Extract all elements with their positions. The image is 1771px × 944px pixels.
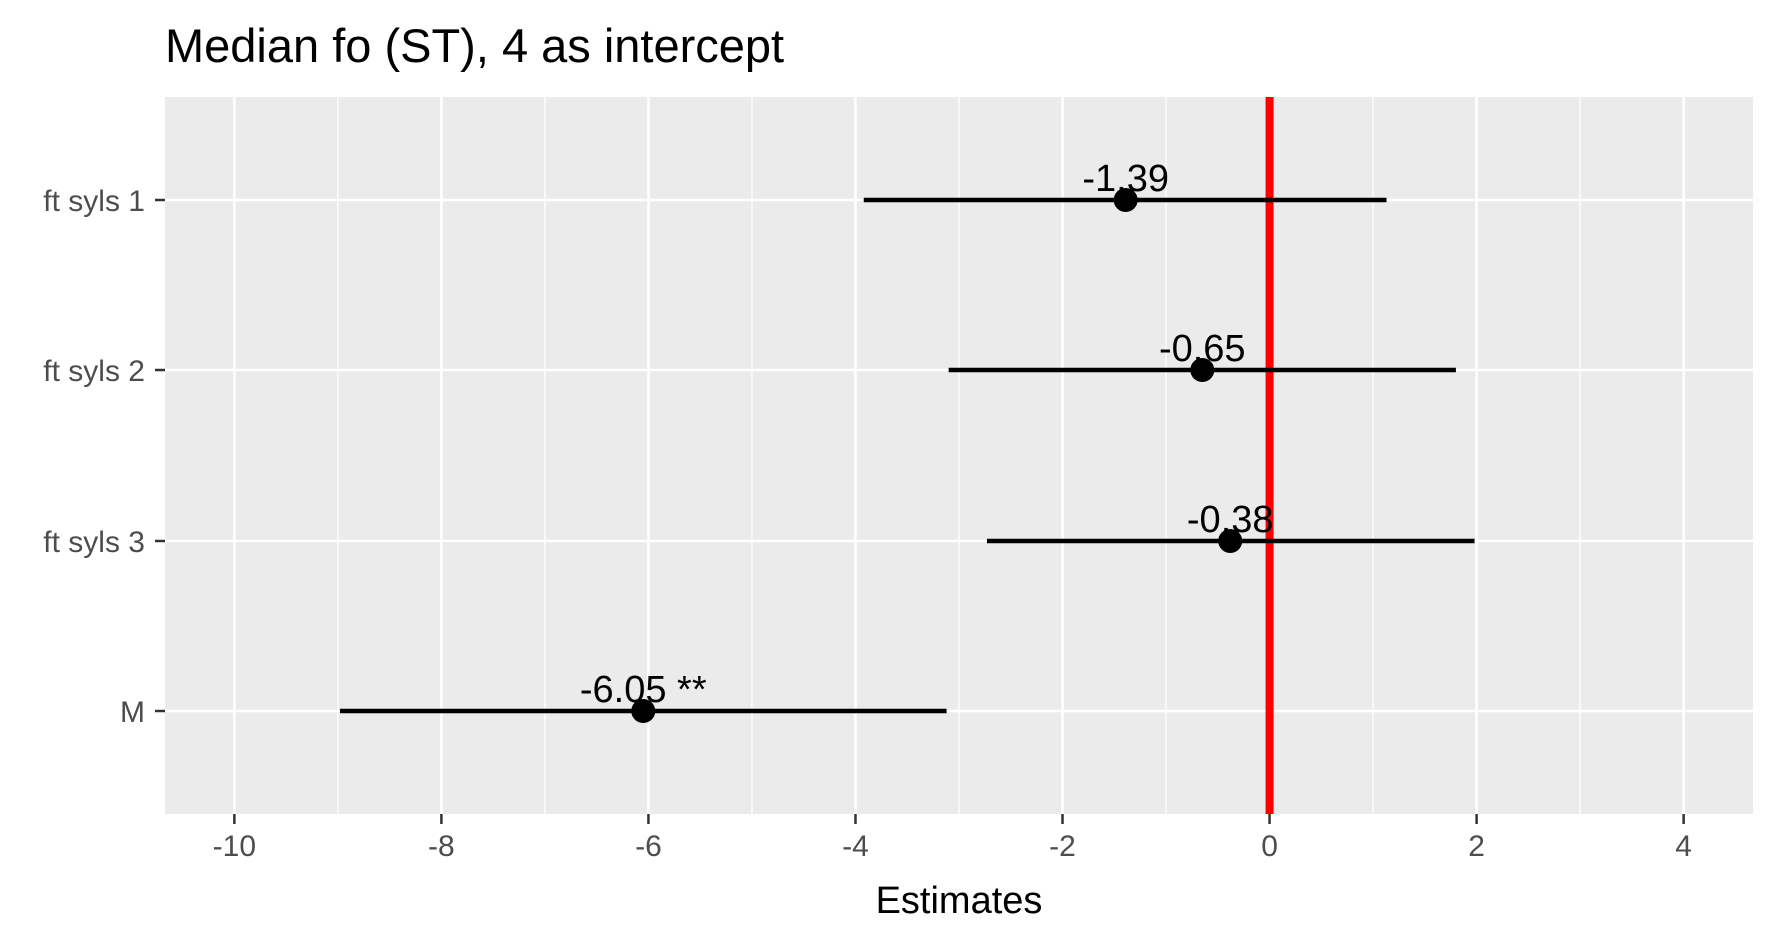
term-row: -1.39: [863, 158, 1387, 212]
term-row: -0.65: [948, 328, 1456, 382]
x-tick-label: -4: [842, 830, 869, 863]
x-axis: -10 -8 -6 -4 -2 0 2 4: [213, 814, 1692, 863]
x-tick-label: -10: [213, 830, 256, 863]
x-tick-label: 0: [1261, 830, 1278, 863]
data-label: -6.05 **: [580, 669, 707, 711]
estimate-point: [631, 699, 656, 723]
y-tick-label: ft syls 1: [43, 185, 145, 218]
x-tick-label: 2: [1468, 830, 1485, 863]
estimate-point: [1113, 188, 1138, 212]
data-label: -0.38: [1187, 499, 1274, 541]
x-tick-label: -6: [635, 830, 662, 863]
y-tick-label: ft syls 3: [43, 526, 145, 559]
estimate-series: -1.39 -0.65 -0.38 -6.05 **: [339, 158, 1475, 723]
term-row: -0.38: [986, 499, 1475, 553]
x-tick-label: -8: [428, 830, 455, 863]
grid-lines: [165, 97, 1753, 814]
x-tick-label: 4: [1675, 830, 1692, 863]
term-row: -6.05 **: [339, 669, 947, 723]
x-axis-title: Estimates: [876, 880, 1043, 922]
estimate-point: [1218, 529, 1243, 553]
data-label: -0.65: [1159, 328, 1246, 370]
y-tick-label: ft syls 2: [43, 355, 145, 388]
chart-title: Median fo (ST), 4 as intercept: [165, 19, 784, 72]
y-axis: ft syls 1 ft syls 2 ft syls 3 M: [43, 185, 165, 729]
x-tick-label: -2: [1049, 830, 1076, 863]
data-label: -1.39: [1082, 158, 1169, 200]
y-tick-label: M: [120, 696, 145, 729]
estimate-point: [1190, 358, 1215, 382]
